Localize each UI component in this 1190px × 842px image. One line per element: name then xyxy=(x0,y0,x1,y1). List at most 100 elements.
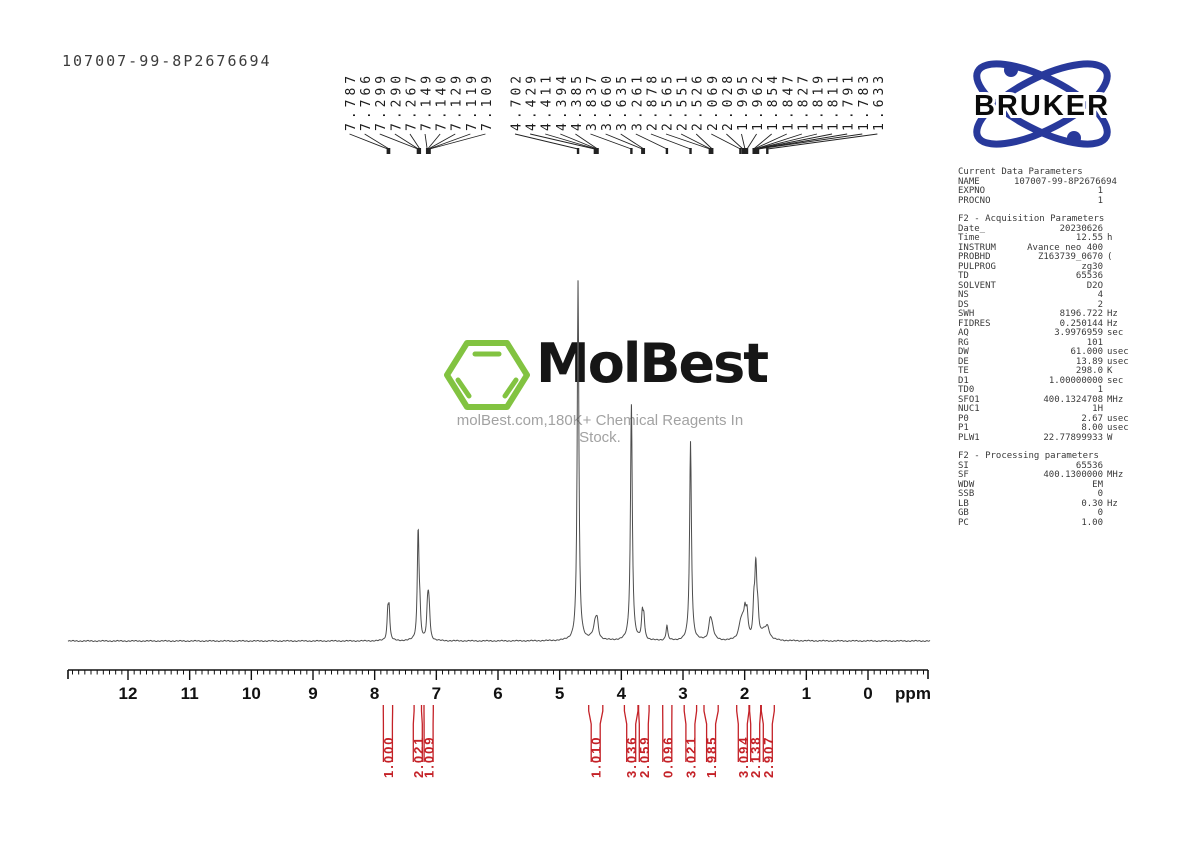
param-row: NAME 107007-99-8P2676694 xyxy=(958,176,1134,188)
param-key: SOLVENT xyxy=(958,280,996,291)
param-row: Date_ 20230626 xyxy=(958,223,1134,235)
spectrum-trace xyxy=(67,280,931,643)
peak-label: 1.854 xyxy=(766,72,781,131)
peak-label: 7.109 xyxy=(480,72,495,131)
param-key: Time xyxy=(958,233,980,243)
peak-connector-line xyxy=(726,133,744,150)
peak-label: 2.565 xyxy=(660,72,675,131)
param-value: 0 xyxy=(1097,508,1103,518)
peak-connector-line xyxy=(695,133,713,150)
peak-label: 3.261 xyxy=(630,72,645,131)
integral-bracket xyxy=(694,705,698,762)
peak-connector-line xyxy=(757,133,863,150)
integral-bracket xyxy=(420,705,423,762)
param-row: TE 298.0 K xyxy=(958,366,1134,377)
param-key: RG xyxy=(958,337,969,348)
param-key: INSTRUM xyxy=(958,242,996,253)
peak-connector-line xyxy=(753,133,772,150)
param-value: 107007-99-8P2676694 xyxy=(1014,176,1117,187)
integral-bracket xyxy=(748,705,752,762)
peak-connector-line xyxy=(428,133,456,150)
param-key: WDW xyxy=(958,479,975,490)
peak-connector-line xyxy=(650,133,691,150)
peak-label: 7.149 xyxy=(420,72,435,131)
integral-value: 2.059 xyxy=(637,735,652,778)
param-row: SWH 8196.722 Hz xyxy=(958,309,1134,320)
peak-label: 3.837 xyxy=(585,72,600,131)
param-value: 1.00000000 xyxy=(1048,375,1103,386)
bruker-logo: BRUKER xyxy=(971,60,1111,148)
axis-unit-label: ppm xyxy=(895,684,931,703)
param-value: 2 xyxy=(1097,299,1103,310)
param-row: TD 65536 xyxy=(958,271,1134,282)
param-value: 61.000 xyxy=(1070,347,1103,357)
param-row: WDW EM xyxy=(958,479,1134,491)
param-value: 13.89 xyxy=(1075,356,1103,367)
watermark: MolBest molBest.com,180K+ Chemical Reage… xyxy=(440,330,770,446)
axis-tick-label: 8 xyxy=(370,684,379,703)
param-unit: h xyxy=(1107,233,1113,243)
watermark-tagline: molBest.com,180K+ Chemical Reagents In S… xyxy=(456,412,744,446)
axis-tick-label: 11 xyxy=(181,684,199,703)
param-key: NUC1 xyxy=(958,404,980,414)
param-value: D2O xyxy=(1086,280,1103,291)
param-row: PROCNO 1 xyxy=(958,196,1134,207)
peak-connector-line xyxy=(741,133,746,150)
param-unit: Hz xyxy=(1107,309,1118,319)
axis-tick-label: 7 xyxy=(432,684,441,703)
peak-connector-line xyxy=(680,133,711,150)
integral-bracket xyxy=(771,705,775,762)
peak-label: 4.385 xyxy=(570,72,585,131)
integral-bracket xyxy=(412,705,415,762)
peak-connector-line xyxy=(590,133,632,150)
param-row: NUC1 1H xyxy=(958,404,1134,415)
param-unit xyxy=(1103,509,1134,519)
param-value: 20230626 xyxy=(1059,223,1103,234)
param-row: SF 400.1300000 MHz xyxy=(958,470,1134,481)
param-unit: MHz xyxy=(1107,394,1124,405)
bruker-orbits-icon xyxy=(973,60,1111,148)
param-section: Current Data Parameters NAME 107007-99-8P2… xyxy=(958,167,1134,207)
integral-bracket xyxy=(588,705,592,762)
param-key: DW xyxy=(958,347,969,357)
axis-tick-label: 9 xyxy=(308,684,317,703)
param-unit: usec xyxy=(1107,347,1129,357)
param-value: zg30 xyxy=(1081,261,1103,272)
param-unit: sec xyxy=(1107,375,1124,386)
param-row: PULPROG zg30 xyxy=(958,261,1134,273)
peak-label: 1.995 xyxy=(736,72,751,131)
param-key: P1 xyxy=(958,423,969,433)
param-unit xyxy=(1103,272,1134,282)
peak-connector-line xyxy=(665,133,710,150)
param-row: D1 1.00000000 sec xyxy=(958,375,1134,387)
param-unit: usec xyxy=(1107,413,1129,424)
param-unit: MHz xyxy=(1107,470,1124,480)
param-section-header: F2 - Acquisition Parameters xyxy=(958,214,1105,224)
peak-label: 7.140 xyxy=(435,72,450,131)
peak-label: 2.526 xyxy=(691,72,706,131)
param-row: P0 2.67 usec xyxy=(958,413,1134,425)
param-key: PC xyxy=(958,517,969,528)
param-row: FIDRES 0.250144 Hz xyxy=(958,318,1134,330)
param-unit xyxy=(1103,263,1134,273)
param-key: SF xyxy=(958,470,969,480)
integral-bracket xyxy=(647,705,650,762)
axis-tick-label: 5 xyxy=(555,684,564,703)
param-value: 2.67 xyxy=(1081,413,1103,424)
peak-label: 4.429 xyxy=(525,72,540,131)
param-key: TD xyxy=(958,271,969,281)
peak-connector-line xyxy=(394,133,419,150)
integral-value: 1.009 xyxy=(422,735,437,778)
axis-tick-label: 2 xyxy=(740,684,749,703)
param-value: Avance neo 400 xyxy=(1027,242,1103,253)
param-unit xyxy=(1103,481,1134,491)
param-key: P0 xyxy=(958,413,969,424)
axis-tick-label: 4 xyxy=(617,684,627,703)
peak-connector-line xyxy=(364,133,390,150)
integral-bracket xyxy=(703,705,708,762)
peak-label: 2.028 xyxy=(721,72,736,131)
param-key: SI xyxy=(958,460,969,471)
param-value: 0.250144 xyxy=(1059,318,1103,329)
